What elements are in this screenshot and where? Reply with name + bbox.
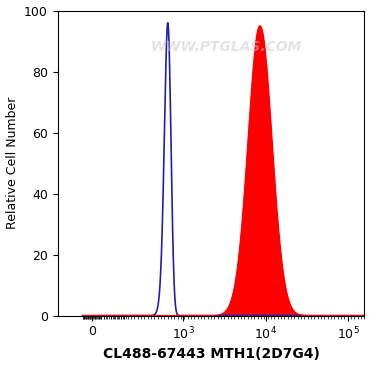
X-axis label: CL488-67443 MTH1(2D7G4): CL488-67443 MTH1(2D7G4) [102,348,320,361]
Text: WWW.PTGLAS.COM: WWW.PTGLAS.COM [151,40,302,54]
Y-axis label: Relative Cell Number: Relative Cell Number [6,97,18,229]
